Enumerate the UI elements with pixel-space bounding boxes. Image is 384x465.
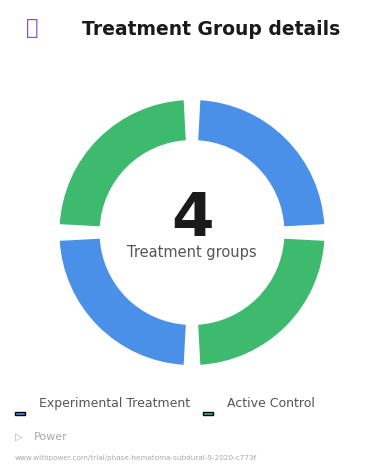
Wedge shape — [58, 237, 187, 366]
Text: Treatment Group details: Treatment Group details — [82, 20, 340, 39]
Wedge shape — [197, 237, 326, 366]
Text: ▷: ▷ — [15, 432, 23, 442]
Text: Active Control: Active Control — [227, 398, 315, 410]
Text: 4: 4 — [171, 190, 213, 249]
Text: www.withpower.com/trial/phase-hematoma-subdural-9-2020-c773f: www.withpower.com/trial/phase-hematoma-s… — [15, 455, 257, 461]
Text: Experimental Treatment: Experimental Treatment — [39, 398, 190, 410]
Wedge shape — [197, 99, 326, 228]
Wedge shape — [58, 99, 187, 228]
Text: Treatment groups: Treatment groups — [127, 245, 257, 260]
Text: Power: Power — [33, 432, 67, 442]
FancyBboxPatch shape — [203, 412, 213, 415]
FancyBboxPatch shape — [15, 412, 25, 415]
Text: 👥: 👥 — [26, 18, 39, 38]
